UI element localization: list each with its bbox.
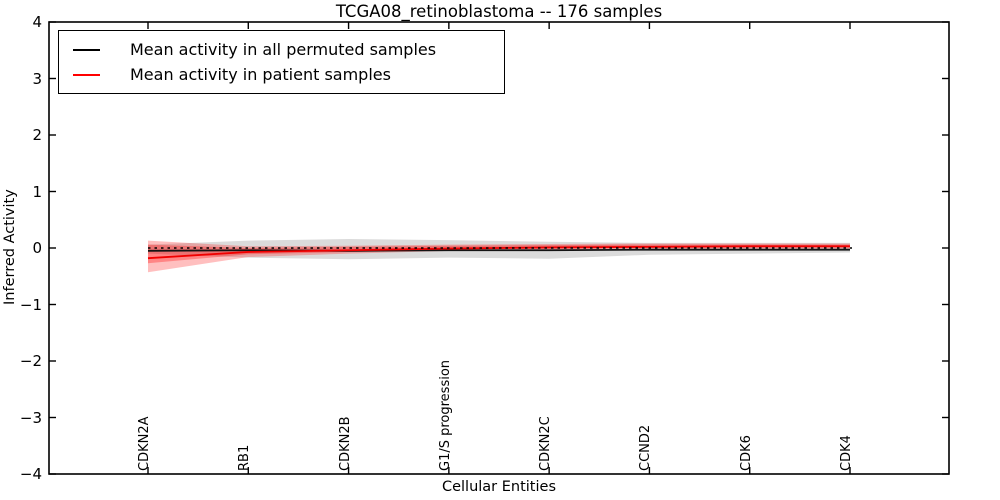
legend-line-swatch-permuted — [73, 48, 100, 51]
x-axis-label: Cellular Entities — [441, 479, 557, 495]
x-tick-label: CDKN2A — [137, 416, 152, 471]
legend-item-patient: Mean activity in patient samples — [73, 65, 504, 84]
x-tick-label: G1/S progression — [437, 359, 453, 471]
y-tick-label: 1 — [32, 182, 42, 201]
y-tick-label: −3 — [19, 408, 42, 427]
y-tick-label: −2 — [19, 352, 42, 370]
y-tick-label: −1 — [19, 295, 42, 314]
x-tick-label: RB1 — [237, 444, 253, 471]
legend-label-patient: Mean activity in patient samples — [130, 65, 391, 84]
legend-line-swatch-patient — [73, 73, 100, 76]
patient-band-inner — [148, 244, 850, 264]
y-tick-label: 0 — [32, 239, 42, 257]
x-tick-label: CDK4 — [839, 435, 854, 471]
x-tick-label: CCND2 — [638, 424, 654, 471]
chart-title: TCGA08_retinoblastoma -- 176 samples — [335, 2, 663, 21]
legend-item-permuted: Mean activity in all permuted samples — [73, 40, 504, 59]
legend-label-permuted: Mean activity in all permuted samples — [130, 40, 437, 59]
x-tick-label: CDK6 — [738, 435, 754, 471]
y-tick-label: 3 — [32, 69, 42, 88]
permuted-mean-line — [147, 248, 850, 252]
x-tick-label: CDKN2B — [337, 416, 353, 471]
legend: Mean activity in all permuted samples Me… — [58, 30, 505, 94]
x-tick-label: CDKN2C — [538, 416, 554, 471]
y-tick-label: 2 — [32, 126, 42, 144]
y-tick-label: −4 — [19, 465, 42, 483]
permuted-band — [148, 238, 850, 260]
y-tick-label: 4 — [32, 13, 42, 31]
